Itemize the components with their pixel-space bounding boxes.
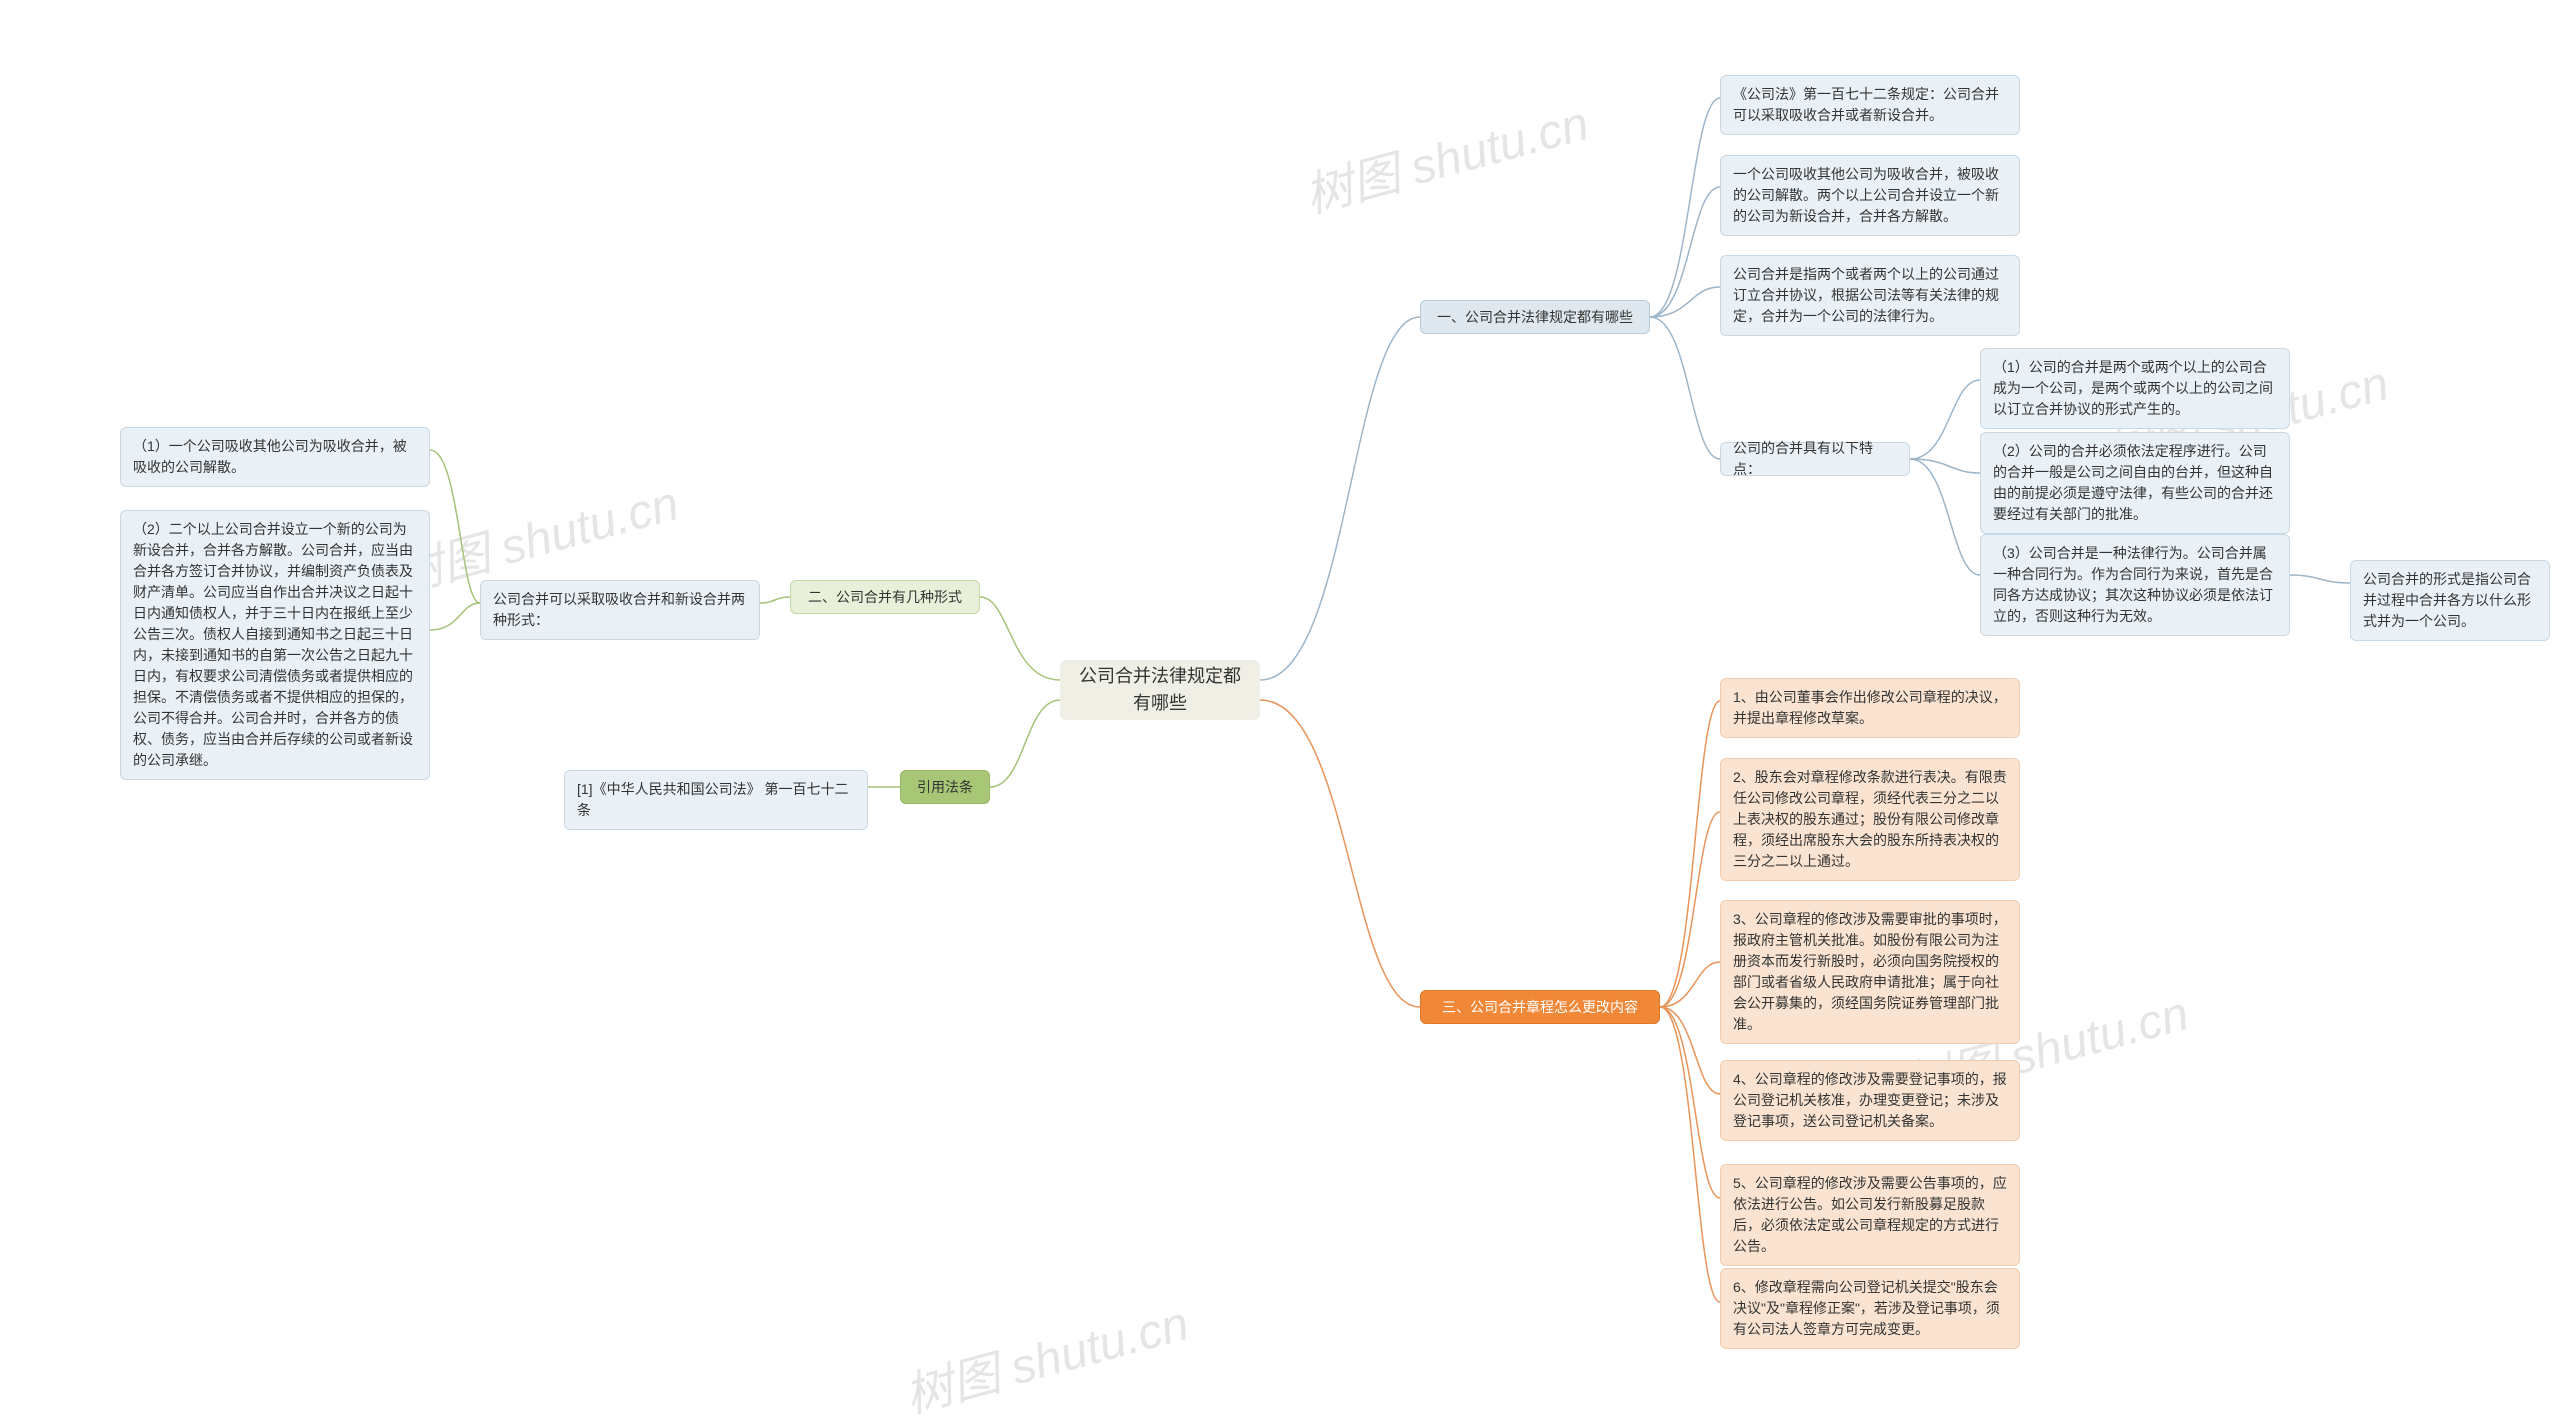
leaf-node[interactable]: 1、由公司董事会作出修改公司章程的决议，并提出章程修改草案。 — [1720, 678, 2020, 738]
leaf-node[interactable]: （3）公司合并是一种法律行为。公司合并属一种合同行为。作为合同行为来说，首先是合… — [1980, 534, 2290, 636]
watermark: 树图 shutu.cn — [896, 1284, 1195, 1426]
leaf-node[interactable]: 《公司法》第一百七十二条规定：公司合并可以采取吸收合并或者新设合并。 — [1720, 75, 2020, 135]
leaf-node[interactable]: 2、股东会对章程修改条款进行表决。有限责任公司修改公司章程，须经代表三分之二以上… — [1720, 758, 2020, 881]
leaf-node[interactable]: 公司的合并具有以下特点： — [1720, 442, 1910, 476]
leaf-node[interactable]: 6、修改章程需向公司登记机关提交"股东会决议"及"章程修正案"，若涉及登记事项，… — [1720, 1268, 2020, 1349]
mindmap-center-node[interactable]: 公司合并法律规定都有哪些 — [1060, 660, 1260, 720]
leaf-node[interactable]: 4、公司章程的修改涉及需要登记事项的，报公司登记机关核准，办理变更登记；未涉及登… — [1720, 1060, 2020, 1141]
branch-section2[interactable]: 二、公司合并有几种形式 — [790, 580, 980, 614]
watermark: 树图 shutu.cn — [1296, 84, 1595, 227]
branch-section1[interactable]: 一、公司合并法律规定都有哪些 — [1420, 300, 1650, 334]
leaf-node[interactable]: 公司合并是指两个或者两个以上的公司通过订立合并协议，根据公司法等有关法律的规定，… — [1720, 255, 2020, 336]
branch-citation[interactable]: 引用法条 — [900, 770, 990, 804]
leaf-node[interactable]: 3、公司章程的修改涉及需要审批的事项时，报政府主管机关批准。如股份有限公司为注册… — [1720, 900, 2020, 1044]
leaf-node[interactable]: 5、公司章程的修改涉及需要公告事项的，应依法进行公告。如公司发行新股募足股款后，… — [1720, 1164, 2020, 1266]
leaf-node[interactable]: 一个公司吸收其他公司为吸收合并，被吸收的公司解散。两个以上公司合并设立一个新的公… — [1720, 155, 2020, 236]
leaf-node[interactable]: [1]《中华人民共和国公司法》 第一百七十二条 — [564, 770, 868, 830]
leaf-node[interactable]: （1）公司的合并是两个或两个以上的公司合成为一个公司，是两个或两个以上的公司之间… — [1980, 348, 2290, 429]
leaf-node[interactable]: （2）二个以上公司合并设立一个新的公司为新设合并，合并各方解散。公司合并，应当由… — [120, 510, 430, 780]
leaf-node[interactable]: 公司合并可以采取吸收合并和新设合并两种形式： — [480, 580, 760, 640]
leaf-node[interactable]: （2）公司的合并必须依法定程序进行。公司的合并一般是公司之间自由的台并，但这种自… — [1980, 432, 2290, 534]
leaf-node[interactable]: 公司合并的形式是指公司合并过程中合并各方以什么形式并为一个公司。 — [2350, 560, 2550, 641]
leaf-node[interactable]: （1）一个公司吸收其他公司为吸收合并，被吸收的公司解散。 — [120, 427, 430, 487]
branch-section3[interactable]: 三、公司合并章程怎么更改内容 — [1420, 990, 1660, 1024]
